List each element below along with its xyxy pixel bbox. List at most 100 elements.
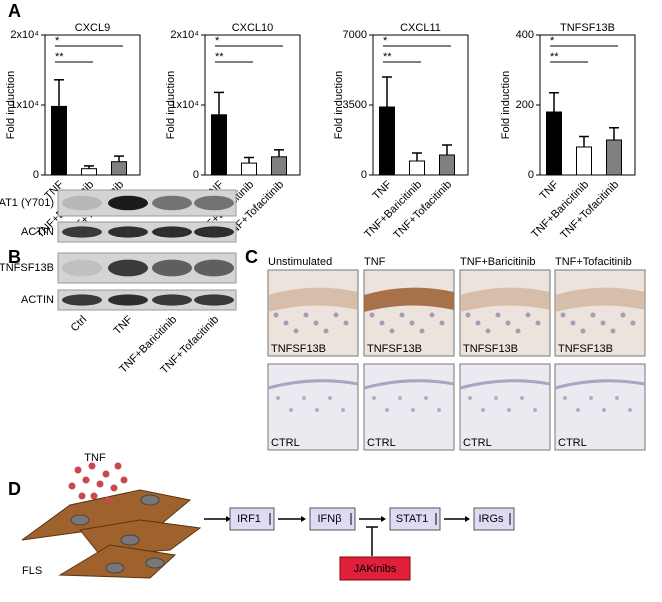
cell-nucleus bbox=[602, 408, 606, 412]
cell-nucleus bbox=[398, 396, 402, 400]
blot-band bbox=[194, 259, 234, 277]
blot-row-label: p-STAT1 (Y701) bbox=[0, 197, 54, 209]
blot-band bbox=[108, 259, 148, 277]
cell-nucleus bbox=[630, 320, 636, 326]
cell-nucleus bbox=[439, 320, 445, 326]
nucleus bbox=[145, 557, 165, 569]
cell-nucleus bbox=[429, 312, 435, 318]
chart-title: CXCL10 bbox=[232, 22, 274, 34]
blot-band bbox=[108, 294, 148, 306]
pathway-node bbox=[473, 507, 515, 531]
cell-nucleus bbox=[533, 408, 537, 412]
tnf-molecule bbox=[102, 470, 110, 478]
significance-mark: ** bbox=[215, 51, 224, 63]
chart-title: TNFSF13B bbox=[560, 22, 615, 34]
tnf-molecule bbox=[90, 492, 98, 500]
cell-nucleus bbox=[293, 328, 299, 334]
y-tick-label: 1x10⁴ bbox=[170, 99, 199, 111]
bar bbox=[51, 105, 67, 176]
significance-mark: * bbox=[550, 35, 555, 47]
cell-nucleus bbox=[437, 408, 441, 412]
cell-nucleus bbox=[475, 320, 481, 326]
bar bbox=[546, 111, 562, 176]
cell-nucleus bbox=[600, 320, 606, 326]
blot-band bbox=[108, 226, 148, 238]
arrowhead bbox=[465, 516, 470, 522]
cell-nucleus bbox=[515, 328, 521, 334]
blot-row-label: ACTIN bbox=[21, 294, 54, 306]
blot-band bbox=[62, 259, 102, 277]
significance-mark: ** bbox=[383, 51, 392, 63]
tnf-molecule bbox=[88, 462, 96, 470]
cell-nucleus bbox=[615, 396, 619, 400]
stimulus-label: TNF bbox=[84, 452, 106, 464]
node-label: IRGs bbox=[478, 513, 504, 525]
cell-nucleus bbox=[570, 320, 576, 326]
cell-nucleus bbox=[485, 328, 491, 334]
cell-nucleus bbox=[389, 328, 395, 334]
cell-nucleus bbox=[379, 320, 385, 326]
cell-nucleus bbox=[576, 408, 580, 412]
tissue-layer bbox=[459, 379, 551, 390]
significance-mark: ** bbox=[550, 51, 559, 63]
stain-label: TNFSF13B bbox=[558, 343, 613, 355]
tissue-layer bbox=[554, 379, 646, 390]
panel-label: D bbox=[8, 479, 21, 499]
cell-nucleus bbox=[315, 408, 319, 412]
blot-band bbox=[152, 226, 192, 238]
significance-mark: * bbox=[383, 35, 388, 47]
arrowhead bbox=[226, 516, 231, 522]
chart-title: CXCL9 bbox=[75, 22, 110, 34]
node-label: IFNβ bbox=[317, 513, 341, 525]
bar bbox=[111, 161, 127, 176]
blot-band bbox=[108, 195, 148, 211]
micrograph bbox=[554, 269, 646, 357]
cell-nucleus bbox=[385, 408, 389, 412]
nucleus bbox=[140, 494, 160, 506]
blot-band bbox=[152, 259, 192, 277]
tnf-molecule bbox=[120, 476, 128, 484]
micrograph bbox=[363, 363, 455, 451]
y-axis-label: Fold induction bbox=[333, 71, 345, 140]
tnf-molecule bbox=[78, 492, 86, 500]
nucleus bbox=[70, 514, 90, 526]
node-label: STAT1 bbox=[396, 513, 429, 525]
blot-row-label: TNFSF13B bbox=[0, 262, 54, 274]
micrograph bbox=[459, 269, 551, 357]
blot-band bbox=[194, 195, 234, 211]
pathway-node bbox=[389, 507, 441, 531]
significance-mark: * bbox=[55, 35, 60, 47]
cell-nucleus bbox=[560, 312, 566, 318]
tissue-layer bbox=[555, 287, 645, 312]
stain-label: CTRL bbox=[558, 437, 587, 449]
cell-nucleus bbox=[323, 328, 329, 334]
cell-nucleus bbox=[620, 312, 626, 318]
bar bbox=[606, 139, 622, 176]
micrograph bbox=[363, 269, 455, 357]
blot-band bbox=[194, 226, 234, 238]
cell-nucleus bbox=[419, 328, 425, 334]
cell-nucleus bbox=[289, 408, 293, 412]
micrograph bbox=[554, 363, 646, 451]
y-tick-label: 2x10⁴ bbox=[170, 29, 199, 41]
cell-nucleus bbox=[465, 312, 471, 318]
cell-nucleus bbox=[333, 312, 339, 318]
blot-row-label: ACTIN bbox=[21, 226, 54, 238]
cell-nucleus bbox=[589, 396, 593, 400]
cell-nucleus bbox=[610, 328, 616, 334]
blot-band bbox=[152, 195, 192, 211]
cell-nucleus bbox=[580, 328, 586, 334]
tissue-layer bbox=[267, 379, 359, 390]
cell-nucleus bbox=[399, 312, 405, 318]
bar bbox=[576, 146, 592, 176]
node-label: IRF1 bbox=[237, 513, 261, 525]
bar bbox=[379, 106, 395, 176]
inhibitor-box bbox=[339, 556, 411, 581]
cell-nucleus bbox=[481, 408, 485, 412]
bar bbox=[409, 160, 425, 176]
cell-nucleus bbox=[276, 396, 280, 400]
cell-nucleus bbox=[343, 320, 349, 326]
tnf-molecule bbox=[114, 462, 122, 470]
column-title: Unstimulated bbox=[268, 256, 332, 268]
micrograph bbox=[267, 269, 359, 357]
